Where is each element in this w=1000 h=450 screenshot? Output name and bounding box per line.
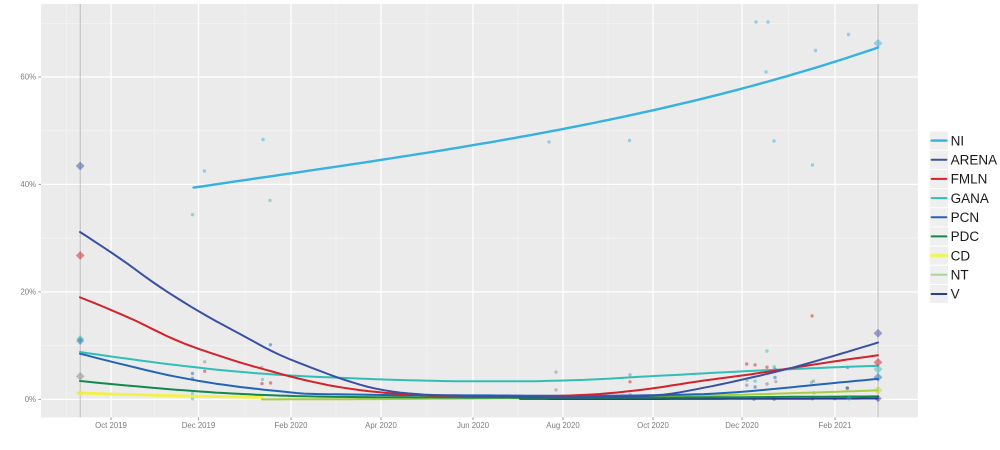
svg-text:ARENA: ARENA — [951, 153, 998, 168]
svg-text:NT: NT — [951, 268, 969, 283]
svg-text:Feb 2021: Feb 2021 — [819, 421, 852, 430]
svg-text:GANA: GANA — [951, 191, 989, 206]
svg-text:20%: 20% — [20, 288, 36, 297]
svg-text:NI: NI — [951, 133, 965, 148]
svg-text:Feb 2020: Feb 2020 — [275, 421, 309, 430]
svg-text:Oct 2020: Oct 2020 — [637, 421, 669, 430]
svg-text:V: V — [951, 287, 960, 302]
svg-text:Apr 2020: Apr 2020 — [365, 421, 397, 430]
svg-text:0%: 0% — [25, 395, 36, 404]
svg-text:Aug 2020: Aug 2020 — [546, 421, 580, 430]
svg-text:CD: CD — [951, 248, 971, 263]
svg-text:Dec 2019: Dec 2019 — [182, 421, 215, 430]
svg-text:60%: 60% — [20, 73, 36, 82]
svg-text:40%: 40% — [20, 180, 36, 189]
svg-text:Oct 2019: Oct 2019 — [95, 421, 127, 430]
svg-text:Dec 2020: Dec 2020 — [725, 421, 759, 430]
svg-text:Jun 2020: Jun 2020 — [457, 421, 490, 430]
svg-text:FMLN: FMLN — [951, 172, 988, 187]
svg-text:PDC: PDC — [951, 229, 980, 244]
svg-text:PCN: PCN — [951, 210, 980, 225]
